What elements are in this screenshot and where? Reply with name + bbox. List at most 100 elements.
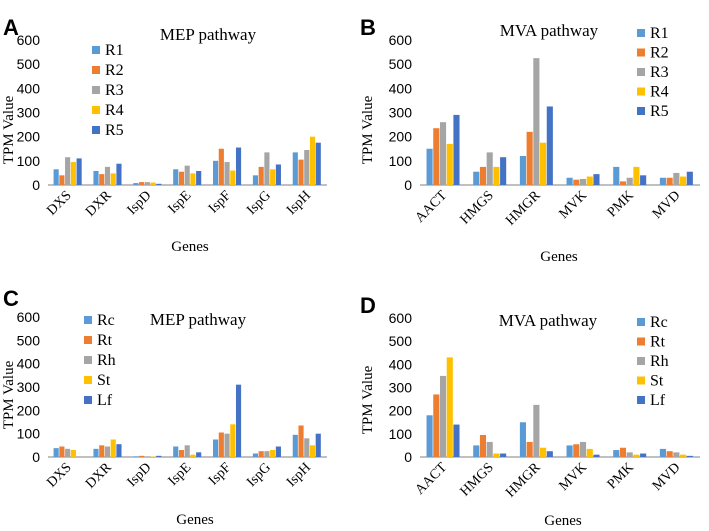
x-axis-label: Genes [540, 249, 578, 265]
bar-st-pmk [633, 454, 640, 457]
bar-r1-aact [426, 148, 433, 185]
legend-label: R2 [105, 62, 124, 79]
bar-st-hmgr [540, 447, 547, 457]
bar-rt-ispd [139, 455, 145, 457]
bar-r1-hmgs [473, 171, 480, 185]
y-tick-label: 100 [389, 426, 413, 442]
x-tick-label: MVD [650, 460, 684, 494]
bar-rc-isph [292, 434, 298, 457]
chart-panel-d: D MVA pathway TPM Value Genes 0 100 200 300 400 5… [360, 293, 700, 529]
bar-r2-dxs [59, 175, 65, 185]
x-tick-label: AACT [413, 460, 451, 498]
y-tick-label: 100 [17, 426, 41, 442]
bar-r3-ispf [224, 162, 230, 185]
bar-r3-dxs [65, 157, 71, 185]
bar-r3-pmk [626, 177, 633, 185]
bar-r3-hmgs [486, 152, 493, 186]
legend-label: R5 [105, 122, 124, 139]
bar-rh-mvk [579, 441, 587, 457]
bar-rc-mvd [659, 448, 666, 457]
bar-rt-dxr [99, 445, 105, 457]
bar-rh-dxs [65, 448, 71, 457]
bar-r2-ispd [139, 182, 145, 185]
chart-title: MVA pathway [500, 21, 599, 40]
bar-r4-ispe [190, 173, 196, 185]
bar-rc-dxr [93, 448, 99, 457]
y-tick-label: 600 [389, 310, 413, 326]
bar-lf-aact [453, 424, 460, 457]
bar-st-dxs [70, 450, 76, 457]
legend-swatch [637, 376, 645, 385]
y-tick-label: 0 [32, 449, 40, 465]
bar-st-ispf [230, 424, 236, 457]
legend-label: Lf [97, 392, 113, 409]
bar-r2-dxr [99, 174, 105, 186]
legend-label: Rt [97, 332, 113, 349]
bar-rt-hmgr [526, 441, 533, 457]
bar-r1-mvd [659, 177, 666, 185]
bar-rc-hmgr [519, 422, 526, 457]
x-axis-label: Genes [544, 513, 582, 529]
y-tick-label: 300 [17, 379, 41, 395]
y-tick-label: 100 [389, 153, 413, 169]
y-tick-label: 600 [17, 309, 41, 325]
y-tick-label: 400 [389, 356, 413, 372]
legend-label: St [650, 373, 664, 390]
panel-letter: B [360, 15, 376, 40]
bar-st-mvd [680, 454, 687, 457]
legend-swatch [637, 68, 645, 76]
bar-r1-mvk [566, 177, 573, 185]
bar-r4-hmgs [493, 166, 500, 186]
x-tick-label: IspF [206, 188, 234, 216]
bar-rh-aact [439, 375, 447, 457]
legend-swatch [84, 316, 92, 324]
bar-lf-ispf [235, 384, 242, 457]
y-tick-label: 600 [389, 32, 413, 48]
legend-label: Lf [650, 392, 666, 409]
bar-rc-pmk [613, 450, 620, 457]
legend-swatch [92, 126, 100, 134]
x-tick-label: PMK [605, 460, 637, 492]
panel-letter: D [360, 293, 376, 318]
legend-swatch [637, 29, 645, 37]
y-tick-label: 500 [17, 332, 41, 348]
bar-rt-isph [298, 425, 304, 457]
legend-label: Rc [650, 314, 668, 331]
bar-r2-ispf [218, 148, 224, 185]
legend-label: St [97, 372, 111, 389]
bar-r2-hmgr [526, 131, 533, 185]
bar-r1-ispf [213, 160, 219, 185]
bar-r4-ispf [230, 170, 236, 185]
bar-rc-aact [426, 415, 433, 457]
bar-rt-hmgs [479, 434, 487, 457]
x-tick-label: DXS [44, 188, 74, 218]
bar-lf-isph [315, 433, 321, 457]
x-tick-label: HMGS [458, 460, 497, 499]
bar-r2-pmk [619, 181, 627, 186]
bar-st-isph [309, 445, 316, 457]
bar-st-hmgs [493, 453, 500, 457]
bar-r1-dxs [53, 169, 59, 185]
bar-r5-dxr [116, 163, 122, 185]
bar-rt-aact [433, 394, 440, 457]
bar-r1-dxr [93, 170, 99, 185]
x-tick-label: IspG [244, 460, 274, 490]
bar-r5-dxs [76, 158, 82, 185]
y-tick-label: 0 [404, 449, 412, 465]
x-tick-label: DXR [83, 460, 115, 492]
bar-r5-isph [315, 142, 321, 185]
y-axis-label: TPM Value [1, 95, 17, 164]
x-tick-label: IspH [284, 188, 314, 218]
chart-panel-c: C MEP pathway TPM Value Genes 0 100 200 300 400 5… [1, 286, 327, 528]
bar-rt-ispg [258, 451, 264, 457]
bar-r2-mvd [666, 177, 673, 185]
bar-lf-mvd [686, 455, 693, 457]
bar-r1-isph [292, 152, 298, 186]
bar-lf-hmgr [546, 451, 553, 457]
legend-label: R3 [105, 82, 124, 99]
x-tick-label: IspF [206, 460, 234, 488]
legend-swatch [92, 46, 100, 54]
bar-lf-ispd [156, 455, 162, 457]
bar-lf-pmk [640, 453, 647, 457]
bar-r5-mvd [686, 171, 693, 185]
